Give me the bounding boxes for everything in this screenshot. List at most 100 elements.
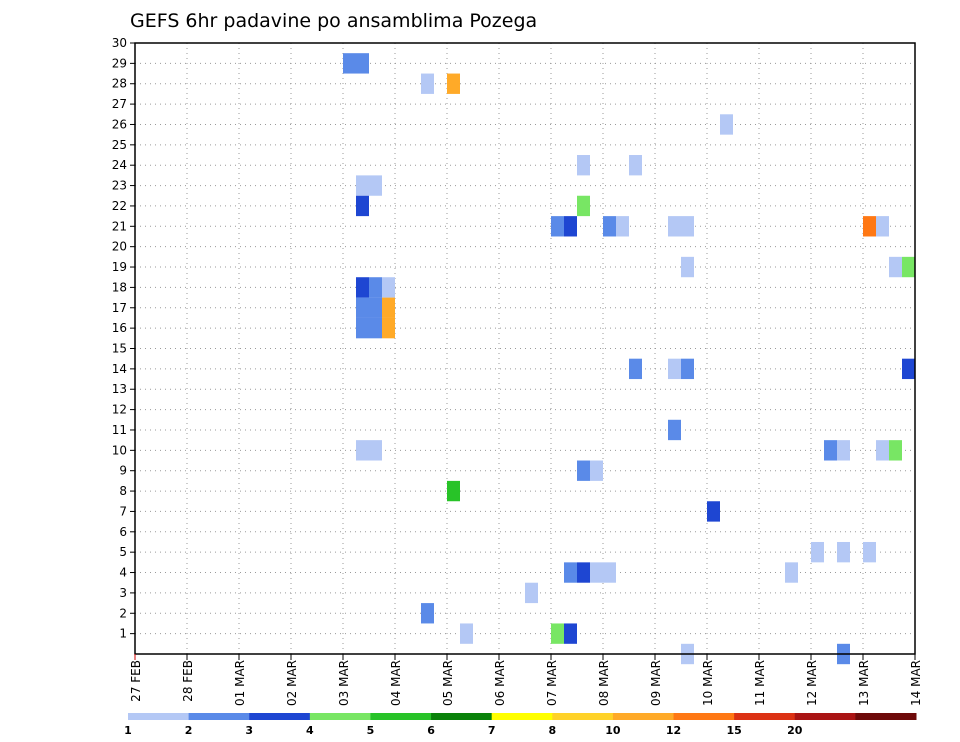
precip-cell (369, 317, 382, 339)
chart-title: GEFS 6hr padavine po ansamblima Pozega (130, 10, 537, 32)
colorbar-label: 6 (427, 724, 435, 737)
y-tick-label: 14 (112, 362, 127, 376)
colorbar-label: 20 (787, 724, 803, 737)
colorbar-label: 4 (306, 724, 314, 737)
precip-cell (577, 460, 590, 481)
precip-cell (356, 175, 369, 196)
y-tick-label: 10 (112, 443, 127, 457)
y-tick-label: 18 (112, 280, 127, 294)
precip-cell (837, 440, 850, 461)
colorbar-segment (431, 713, 493, 720)
colorbar-segment (734, 713, 796, 720)
precip-cell (863, 541, 876, 563)
precip-cell (356, 53, 369, 74)
x-tick-label: 13 MAR (857, 660, 871, 706)
colorbar-segment (673, 713, 735, 720)
precip-cell (356, 277, 369, 298)
precip-cell (577, 562, 590, 583)
precip-cell (551, 623, 564, 644)
precip-cell (668, 216, 681, 237)
colorbar-segment (612, 713, 675, 720)
y-tick-label: 9 (119, 464, 127, 478)
x-tick-label: 09 MAR (649, 660, 663, 706)
x-tick-label: 08 MAR (597, 660, 611, 706)
x-tick-label: 10 MAR (701, 660, 715, 706)
precip-cell (668, 358, 681, 380)
precip-cell (356, 317, 369, 339)
precip-cell (447, 73, 460, 94)
x-tick-label: 01 MAR (233, 660, 247, 706)
y-tick-label: 20 (112, 240, 127, 254)
precip-cell (551, 216, 564, 237)
precip-cell (421, 73, 434, 94)
x-tick-label: 05 MAR (441, 660, 455, 706)
precip-cell (681, 216, 694, 237)
y-tick-label: 30 (112, 36, 127, 50)
precip-cell (824, 440, 837, 461)
colorbar-segment (370, 713, 432, 720)
precip-cell (525, 582, 538, 604)
precip-cell (889, 440, 902, 461)
y-tick-label: 21 (112, 219, 127, 233)
x-tick-label: 12 MAR (805, 660, 819, 706)
precip-cell (577, 155, 590, 176)
y-tick-label: 7 (119, 504, 127, 518)
y-tick-label: 12 (112, 403, 127, 417)
precip-cell (902, 256, 915, 278)
colorbar-segment (309, 713, 371, 720)
precip-cell (356, 195, 369, 217)
colorbar-label: 3 (245, 724, 253, 737)
x-tick-label: 04 MAR (389, 660, 403, 706)
colorbar-segment (491, 713, 553, 720)
y-tick-label: 19 (112, 260, 127, 274)
precip-cell (460, 623, 473, 644)
precip-cell (447, 480, 460, 502)
x-tick-label: 02 MAR (285, 660, 299, 706)
precip-cell (785, 562, 798, 583)
colorbar-label: 5 (367, 724, 375, 737)
y-tick-label: 1 (119, 627, 127, 641)
y-tick-label: 6 (119, 525, 127, 539)
precip-cell (629, 155, 642, 176)
y-tick-label: 28 (112, 77, 127, 91)
precip-cell (356, 297, 369, 318)
y-tick-label: 26 (112, 117, 127, 131)
precip-cell (889, 256, 902, 278)
colorbar: 1 2 3 4 5 6 7 8 10 12 15 20 (124, 713, 917, 737)
colorbar-label: 15 (726, 724, 741, 737)
y-axis: 1234567891011121314151617181920212223242… (112, 36, 135, 641)
colorbar-label: 12 (666, 724, 681, 737)
precip-cell (369, 277, 382, 298)
y-tick-label: 13 (112, 382, 127, 396)
precip-cell (811, 541, 824, 563)
precip-cell (382, 297, 395, 318)
precip-cell (564, 216, 577, 237)
y-tick-label: 17 (112, 301, 127, 315)
y-tick-label: 25 (112, 138, 127, 152)
precip-cell (902, 358, 915, 380)
precip-cell (681, 358, 694, 380)
precip-cell (707, 501, 720, 522)
precip-cell (564, 562, 577, 583)
x-tick-label: 14 MAR (909, 660, 923, 706)
colorbar-segment (188, 713, 250, 720)
precipitation-cells (343, 53, 915, 665)
colorbar-label: 10 (605, 724, 621, 737)
precip-cell (577, 195, 590, 217)
precip-cell (343, 53, 356, 74)
precip-cell (564, 623, 577, 644)
colorbar-label: 7 (488, 724, 496, 737)
colorbar-segment (855, 713, 917, 720)
colorbar-segment (249, 713, 311, 720)
colorbar-segment (552, 713, 614, 720)
y-tick-label: 27 (112, 97, 127, 111)
colorbar-label: 8 (548, 724, 556, 737)
y-tick-label: 8 (119, 484, 127, 498)
x-tick-label: 11 MAR (753, 660, 767, 706)
precip-cell (590, 460, 603, 481)
x-tick-label: 28 FEB (181, 660, 195, 702)
x-axis: 27 FEB 28 FEB 01 MAR 02 MAR 03 MAR 04 MAR 05 M… (129, 654, 923, 706)
colorbar-label: 2 (185, 724, 193, 737)
x-tick-label: 06 MAR (493, 660, 507, 706)
